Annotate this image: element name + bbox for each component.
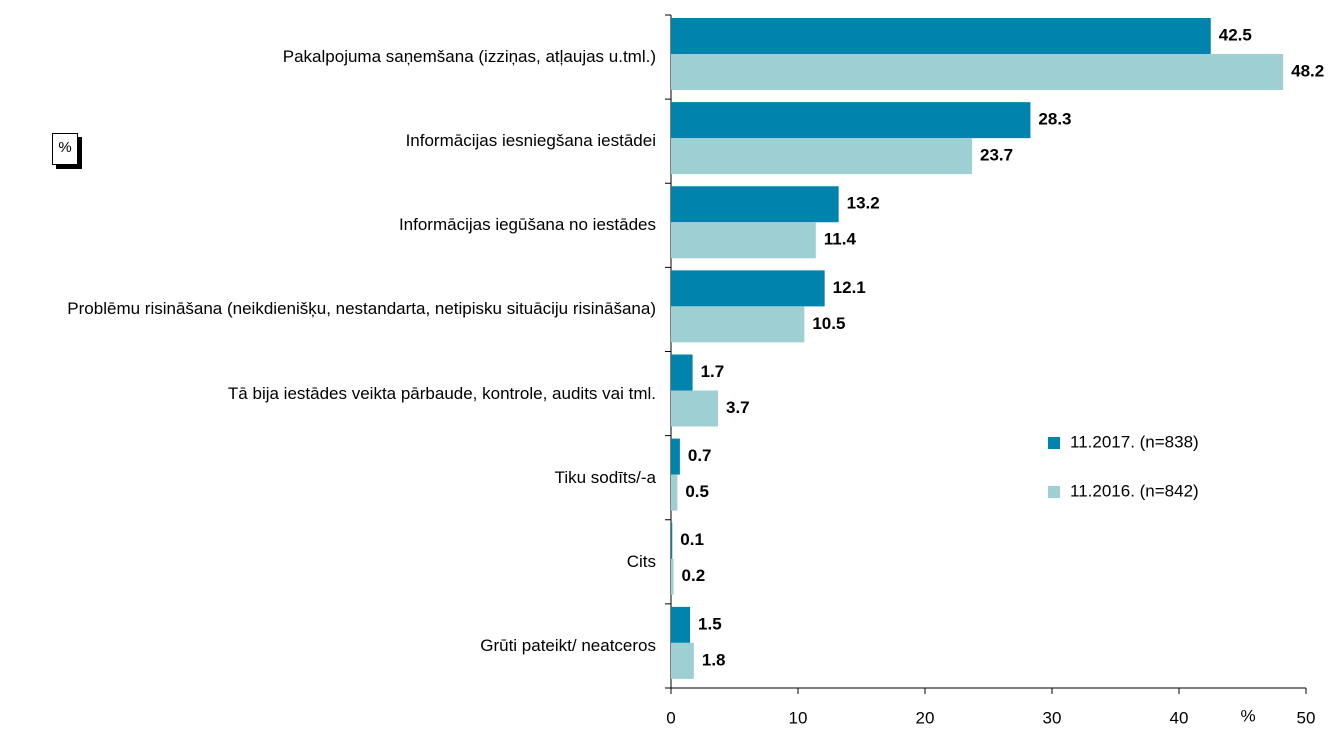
bar (671, 522, 673, 559)
category-label: Cits (626, 551, 656, 571)
data-label: 13.2 (847, 194, 880, 213)
data-label: 48.2 (1291, 61, 1324, 80)
legend-swatch (1048, 437, 1060, 449)
bar (671, 558, 674, 595)
data-label: 1.5 (698, 614, 722, 633)
category-label: Informācijas iesniegšana iestādei (405, 131, 656, 151)
data-label: 0.1 (680, 530, 704, 549)
category-label: Informācijas iegūšana no iestādes (398, 215, 656, 235)
bar (671, 54, 1284, 90)
bar (671, 138, 972, 175)
x-axis-label: % (1240, 706, 1255, 725)
x-tick-label: 10 (789, 708, 808, 727)
bar (671, 354, 693, 391)
bar (671, 606, 691, 643)
category-label: Grūti pateikt/ neatceros (480, 635, 656, 655)
legend-label: 11.2016. (n=842) (1070, 481, 1199, 500)
category-label-row: Tiku sodīts/-a (0, 467, 656, 489)
category-label-row: Pakalpojuma saņemšana (izziņas, atļaujas… (0, 46, 656, 68)
data-label: 1.8 (702, 650, 726, 669)
legend-swatch (1048, 486, 1060, 498)
data-label: 3.7 (726, 398, 750, 417)
x-tick-label: 50 (1297, 708, 1316, 727)
category-label-row: Problēmu risināšana (neikdienišķu, nesta… (0, 298, 656, 320)
bar (671, 270, 825, 307)
bar (671, 102, 1031, 139)
bar (671, 474, 678, 511)
bar (671, 390, 718, 427)
bar (671, 306, 805, 343)
x-tick-label: 20 (916, 708, 935, 727)
category-label: Tā bija iestādes veikta pārbaude, kontro… (227, 383, 656, 403)
data-label: 0.2 (682, 566, 706, 585)
x-tick-label: 0 (666, 708, 675, 727)
category-label-row: Informācijas iesniegšana iestādei (0, 130, 656, 152)
bar (671, 642, 694, 679)
unit-box: % (52, 133, 78, 165)
category-label: Pakalpojuma saņemšana (izziņas, atļaujas… (282, 47, 656, 67)
bar (671, 438, 680, 475)
data-label: 23.7 (980, 146, 1013, 165)
category-label: Problēmu risināšana (neikdienišķu, nesta… (67, 299, 656, 319)
data-label: 42.5 (1219, 25, 1252, 44)
data-label: 10.5 (812, 314, 845, 333)
data-label: 11.4 (824, 230, 857, 249)
bar (671, 222, 816, 259)
data-label: 28.3 (1038, 110, 1071, 129)
data-label: 0.5 (685, 482, 709, 501)
bar (671, 18, 1211, 54)
category-label-row: Cits (0, 551, 656, 573)
data-label: 12.1 (833, 278, 866, 297)
data-label: 0.7 (688, 446, 712, 465)
category-label: Tiku sodīts/-a (554, 467, 656, 487)
x-tick-label: 40 (1170, 708, 1189, 727)
bar (671, 186, 839, 223)
category-label-row: Grūti pateikt/ neatceros (0, 635, 656, 657)
category-label-row: Tā bija iestādes veikta pārbaude, kontro… (0, 383, 656, 405)
legend-label: 11.2017. (n=838) (1070, 432, 1199, 451)
data-label: 1.7 (701, 362, 725, 381)
category-label-row: Informācijas iegūšana no iestādes (0, 214, 656, 236)
x-tick-label: 30 (1043, 708, 1062, 727)
